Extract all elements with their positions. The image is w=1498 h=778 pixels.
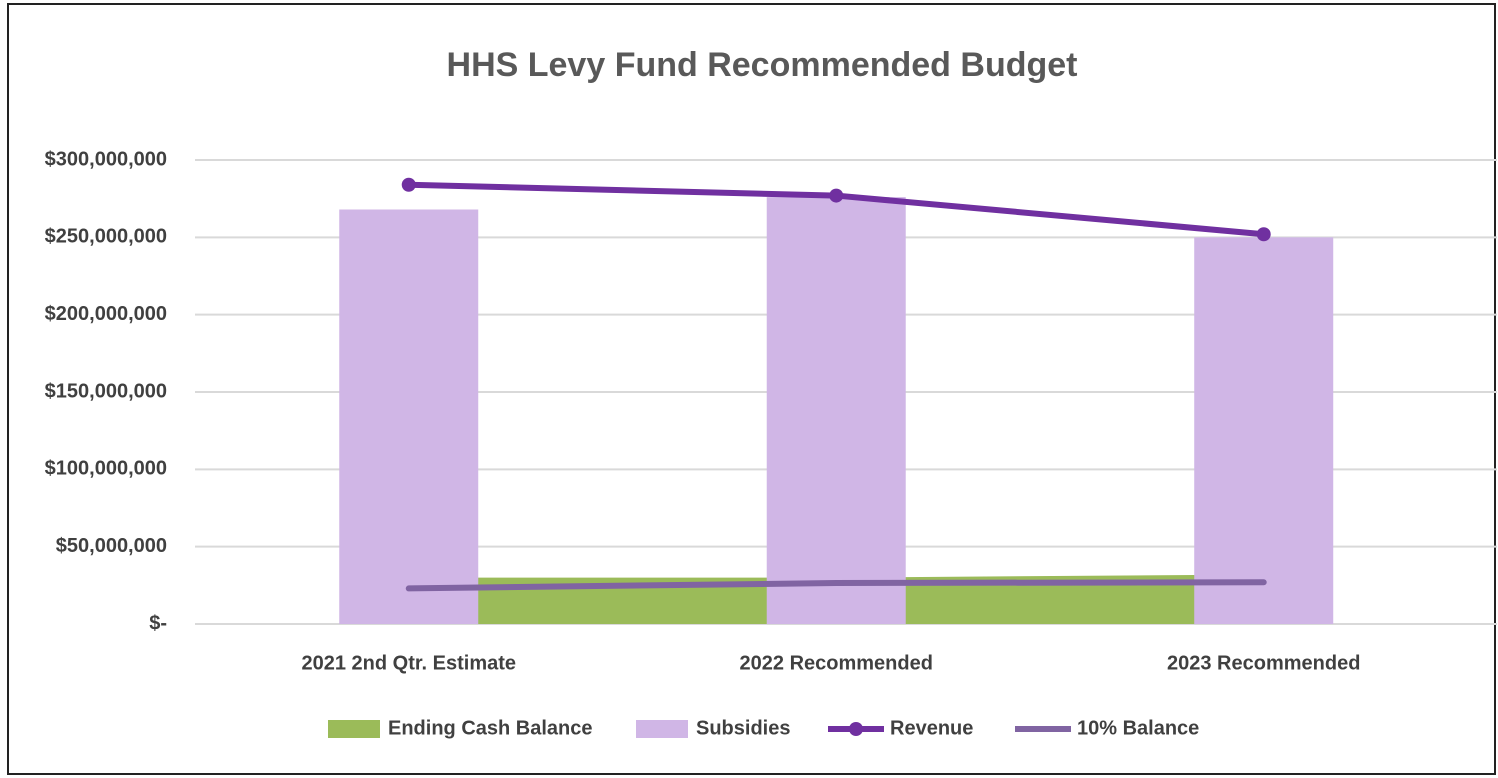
chart-title: HHS Levy Fund Recommended Budget [447, 46, 1078, 84]
legend-label: Ending Cash Balance [388, 717, 593, 739]
y-tick-label: $200,000,000 [45, 303, 167, 325]
y-tick-label: $250,000,000 [45, 226, 167, 248]
x-tick-label: 2023 Recommended [1167, 652, 1360, 674]
x-tick-label: 2022 Recommended [740, 652, 933, 674]
bar [766, 197, 906, 624]
line [405, 579, 1267, 592]
y-tick-label: $300,000,000 [45, 148, 167, 170]
legend-marker [849, 722, 863, 736]
legend-swatch [328, 720, 380, 738]
bar [1194, 237, 1334, 625]
y-tick-label: $150,000,000 [45, 380, 167, 402]
y-tick-label: $100,000,000 [45, 458, 167, 480]
legend-label: Subsidies [696, 717, 790, 739]
marker [1256, 227, 1271, 242]
y-tick-label: $- [149, 612, 167, 634]
marker [829, 188, 844, 203]
bar [339, 209, 479, 624]
legend-label: 10% Balance [1077, 717, 1199, 739]
legend-label: Revenue [890, 717, 973, 739]
x-tick-label: 2021 2nd Qtr. Estimate [301, 652, 516, 674]
legend-swatch [636, 720, 688, 738]
marker [401, 177, 416, 192]
y-tick-label: $50,000,000 [56, 535, 167, 557]
